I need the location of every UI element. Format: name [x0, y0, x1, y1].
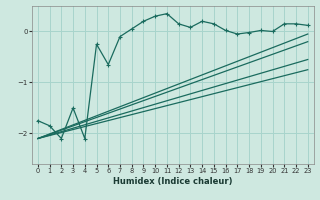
X-axis label: Humidex (Indice chaleur): Humidex (Indice chaleur)	[113, 177, 233, 186]
